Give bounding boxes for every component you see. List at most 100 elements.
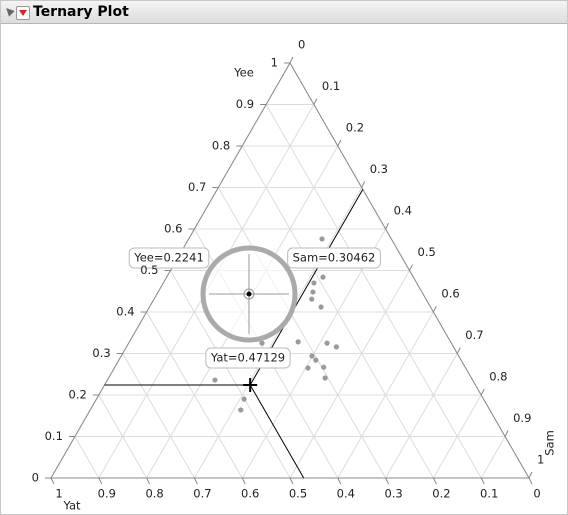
magnifier[interactable] [200,245,298,343]
tick-label: 0.3 [370,162,388,176]
crosshair-cursor [243,378,258,393]
tick-label: 0.3 [384,487,402,501]
tick-label: 0 [298,38,305,52]
tick-label: 0 [533,487,540,501]
tick-label: 0.5 [289,487,307,501]
tick-label: 0 [32,471,39,485]
tick-mark [337,477,342,485]
tick-label: 0.4 [394,204,412,218]
tick-mark [289,56,294,64]
data-point [333,344,339,350]
tick-label: 0.6 [241,487,259,501]
tick-mark [361,181,366,188]
tick-label: 0.8 [489,370,507,384]
data-point [311,280,317,286]
tick-label: 0.8 [212,139,230,153]
tick-label: 0.4 [337,487,355,501]
value-label: Yee=0.2241 [133,251,204,265]
tick-mark [456,347,461,354]
grid-line [170,270,291,479]
grid-line [122,353,195,479]
tick-mark [432,477,437,485]
tick-mark [528,477,533,485]
tick-mark [50,477,55,485]
tick-label: 1 [537,453,544,467]
tick-label: 0.2 [69,388,87,402]
data-point [310,289,316,295]
tick-mark [409,264,413,271]
grid-line [265,104,482,479]
value-label-box [205,347,291,369]
tick-mark [385,477,390,485]
tick-label: 1 [271,56,278,70]
axis-title: Sam [543,430,557,456]
data-point [321,364,327,370]
grid-line [337,311,434,479]
grid-line [385,353,458,479]
data-point [313,357,319,363]
tick-label: 0.1 [322,79,340,93]
value-label: Yat=0.47129 [210,351,285,365]
tick-label: 1 [55,487,62,501]
data-point [241,396,247,402]
tick-label: 0.5 [140,263,158,277]
tick-label: 0.9 [98,487,116,501]
data-point [324,340,330,346]
grid-line [98,394,148,479]
tick-mark [289,477,294,485]
tick-mark [193,477,198,485]
tick-label: 0.1 [45,429,63,443]
grid-line [289,270,410,479]
value-label-box [128,247,210,269]
tick-mark [98,477,103,485]
tick-label: 0.7 [188,180,206,194]
tick-mark [504,430,509,437]
tick-mark [241,477,246,485]
tick-label: 0.1 [480,487,498,501]
data-point [259,340,265,346]
tick-mark [337,139,342,147]
title: Ternary Plot [33,4,129,20]
tick-label: 0.9 [513,411,531,425]
tick-label: 0.6 [441,287,459,301]
tick-label: 0.7 [193,487,211,501]
data-point [320,274,326,280]
data-point [322,375,328,381]
tick-mark [480,388,485,396]
data-point [212,377,218,383]
tick-label: 0.4 [116,305,134,319]
data-point [319,236,325,242]
axis-title: Yat [63,499,81,513]
grid-line [480,436,506,479]
grid-line [74,436,100,479]
value-label: Sam=0.30462 [293,251,376,265]
axis-title: Yee [233,66,254,80]
tick-label: 0.2 [346,121,364,135]
header: Ternary Plot [1,1,567,24]
grid-line [217,187,387,479]
data-point [238,407,244,413]
tick-label: 0.3 [92,346,110,360]
data-point [309,296,315,302]
tick-label: 0.5 [418,245,436,259]
data-point [295,339,301,345]
tick-label: 0.8 [145,487,163,501]
tick-mark [146,477,151,485]
tick-label: 0.6 [164,222,182,236]
menu-icon[interactable] [16,6,30,20]
crosshair-line [249,384,305,479]
tick-mark [385,222,390,230]
tick-mark [432,305,437,313]
tick-mark [480,477,485,485]
tick-label: 0.7 [465,328,483,342]
value-label-box [287,247,381,269]
tick-label: 0.9 [236,97,254,111]
grid-line [146,311,243,479]
tick-label: 0.2 [432,487,450,501]
tick-mark [313,98,318,105]
grid-line [432,394,482,479]
data-point [305,365,311,371]
tick-mark [528,471,533,479]
data-point [309,353,315,359]
